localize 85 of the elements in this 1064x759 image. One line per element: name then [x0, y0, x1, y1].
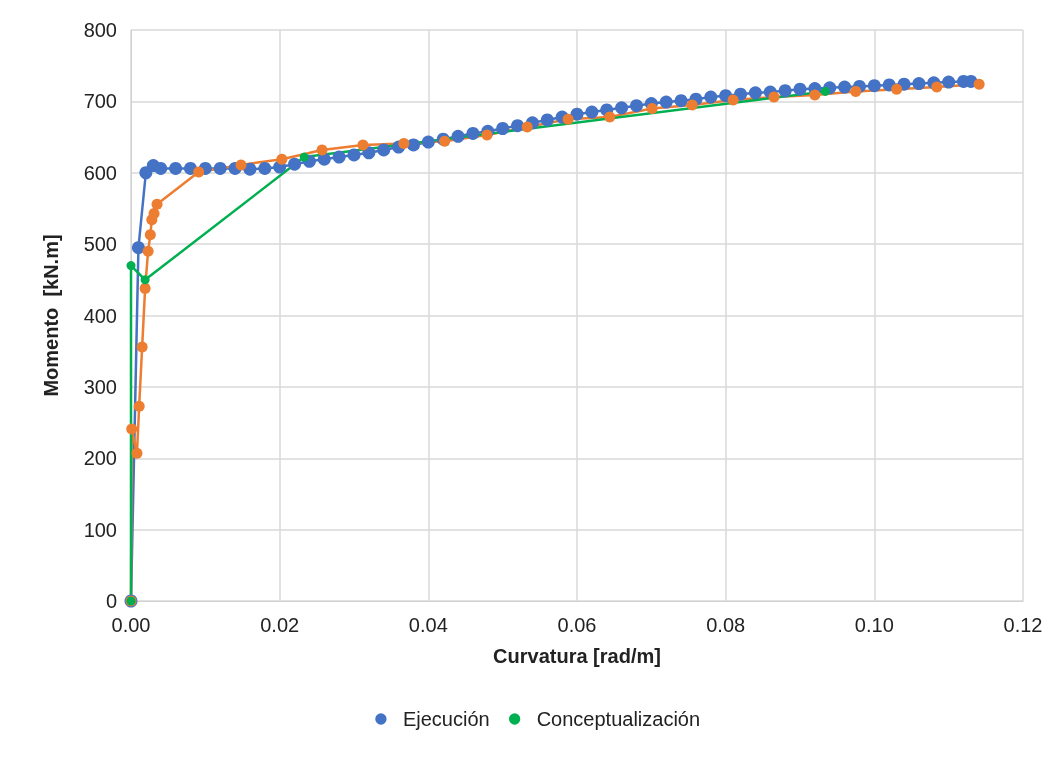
point — [820, 86, 830, 96]
point — [151, 198, 163, 210]
point — [347, 148, 361, 162]
point — [973, 78, 985, 90]
point — [704, 90, 718, 104]
point — [258, 161, 272, 175]
point — [496, 122, 510, 135]
point — [406, 138, 420, 152]
point — [288, 157, 302, 171]
legend-label: Ejecución — [402, 708, 490, 730]
point — [686, 99, 698, 111]
y-tick-label: 500 — [83, 233, 117, 256]
point — [421, 135, 435, 149]
y-tick-label: 600 — [83, 161, 117, 184]
point — [570, 107, 584, 121]
point — [912, 77, 926, 91]
point — [793, 82, 807, 96]
point — [276, 153, 288, 165]
point — [126, 423, 138, 435]
y-tick-label: 0 — [105, 590, 117, 612]
y-tick-label: 300 — [83, 375, 117, 398]
y-tick-label: 100 — [83, 518, 117, 541]
y-tick-label: 700 — [83, 90, 117, 113]
x-tick-label: 0.04 — [408, 614, 448, 636]
point — [140, 275, 150, 285]
point — [659, 95, 673, 109]
point — [481, 129, 493, 141]
legend-label: Conceptualización — [536, 708, 701, 730]
point — [144, 229, 156, 241]
point — [299, 152, 309, 162]
point — [136, 341, 148, 353]
point — [398, 137, 410, 149]
x-tick-label: 0.02 — [260, 614, 300, 636]
point — [674, 94, 688, 108]
point — [942, 75, 956, 89]
point — [850, 85, 862, 97]
point — [139, 282, 151, 294]
point — [615, 101, 629, 115]
y-tick-label: 800 — [83, 19, 117, 41]
point — [317, 152, 331, 166]
point — [362, 146, 376, 160]
point — [629, 99, 643, 113]
x-tick-label: 0.10 — [854, 614, 894, 636]
point — [646, 103, 658, 115]
y-axis-title: Momento [kN.m] — [40, 234, 62, 397]
point — [193, 166, 205, 178]
point — [867, 79, 881, 93]
point — [521, 121, 533, 133]
y-tick-label: 400 — [83, 304, 117, 327]
point — [562, 113, 574, 125]
point — [511, 119, 525, 133]
point — [748, 86, 762, 100]
point — [891, 83, 903, 95]
point — [768, 91, 780, 103]
point — [243, 162, 257, 176]
x-tick-label: 0.08 — [706, 614, 746, 636]
point — [727, 94, 739, 106]
x-axis-title: Curvatura [rad/m] — [493, 645, 661, 667]
point — [316, 144, 328, 156]
point — [931, 81, 943, 93]
point — [585, 105, 599, 119]
point — [169, 161, 183, 175]
point — [148, 207, 160, 219]
point — [540, 113, 554, 127]
point — [332, 150, 346, 164]
point — [126, 261, 136, 271]
point — [838, 80, 852, 94]
point — [133, 400, 145, 412]
point — [466, 127, 480, 140]
point — [131, 447, 143, 459]
point — [377, 143, 391, 157]
point — [154, 161, 168, 175]
x-tick-label: 0.06 — [557, 614, 597, 636]
point — [142, 245, 154, 257]
point — [451, 129, 465, 143]
point — [357, 139, 369, 151]
point — [131, 241, 145, 255]
point — [235, 159, 247, 171]
x-tick-label: 0.12 — [1003, 614, 1043, 636]
point — [604, 111, 616, 123]
point — [778, 84, 792, 98]
y-tick-label: 200 — [83, 447, 117, 470]
x-tick-label: 0.00 — [111, 614, 151, 636]
point — [213, 161, 227, 175]
point — [809, 89, 821, 101]
